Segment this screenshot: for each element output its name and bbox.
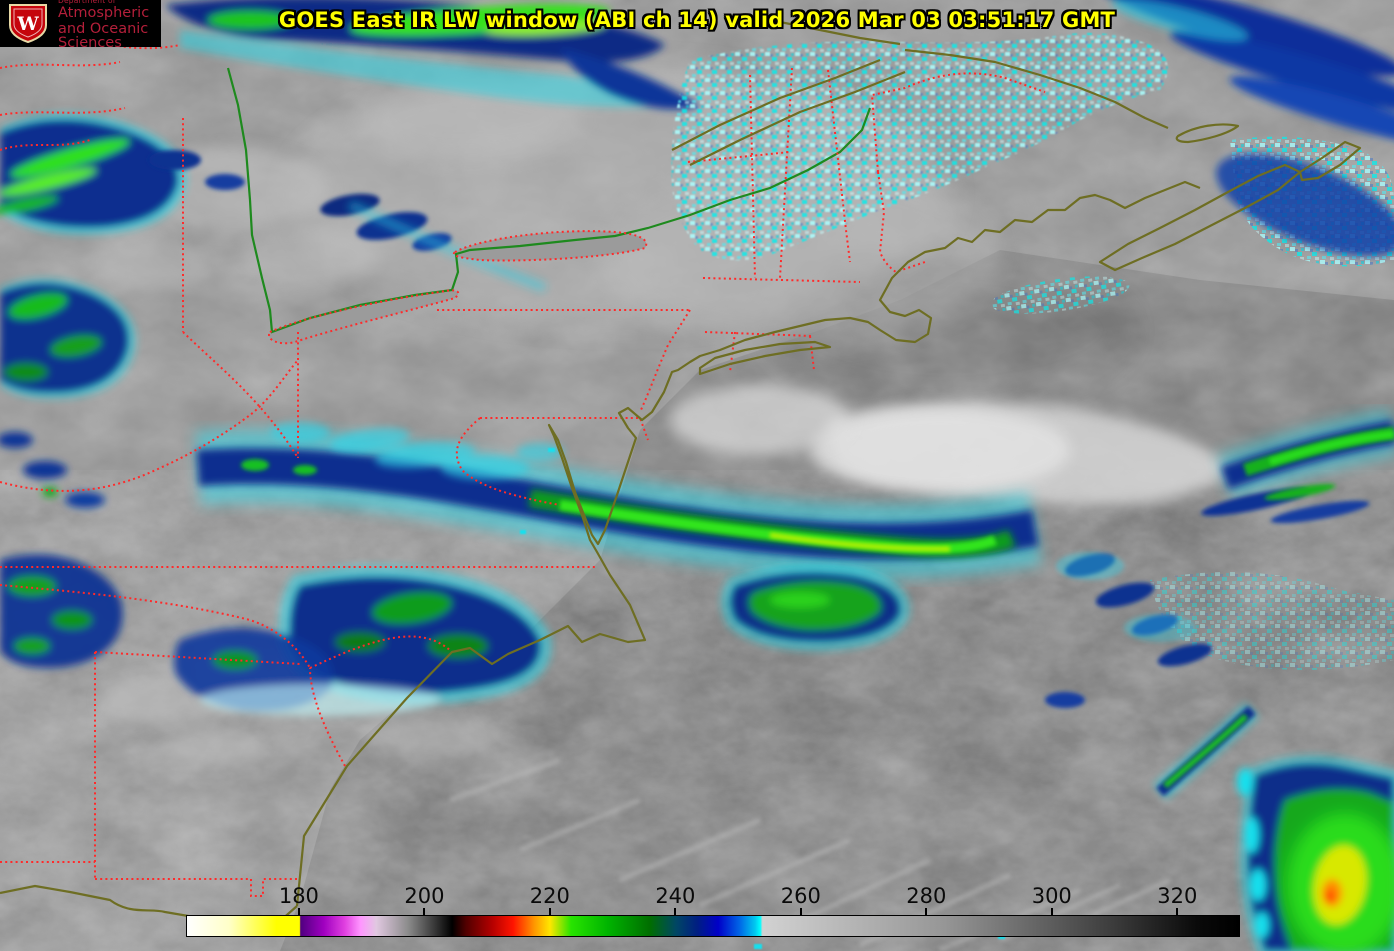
- enhanced-se-streak: [1153, 702, 1259, 800]
- logo-box: W Department of Atmospheric and Oceanic …: [0, 0, 161, 50]
- colorbar-tick-label: 320: [1157, 884, 1198, 908]
- canada-border: [226, 67, 872, 334]
- image-title: GOES East IR LW window (ABI ch 14) valid…: [278, 8, 1116, 32]
- colorbar: 180 200 220 240 260 280 300 320: [186, 884, 1240, 940]
- enhanced-storm-bottomright: [1237, 755, 1394, 951]
- colorbar-tick-label: 180: [278, 884, 319, 908]
- coast-stlawrence-south: [689, 70, 906, 166]
- uw-crest-icon: W: [9, 4, 47, 44]
- enhanced-right-band: [1201, 408, 1394, 524]
- enhanced-scattered-bits: [1045, 552, 1213, 708]
- enhanced-speckle-quebec: [671, 32, 1168, 261]
- enhanced-speckle-novascotia: [990, 276, 1130, 314]
- enhanced-bits-westny: [149, 150, 547, 293]
- coast-gulf-stlawrence: [904, 48, 1169, 130]
- enhanced-cluster-left: [0, 278, 136, 668]
- colorbar-tick-label: 200: [404, 884, 445, 908]
- state-borders: [0, 19, 1046, 897]
- coast-gaspe: [759, 16, 901, 46]
- colorbar-tick-label: 220: [529, 884, 570, 908]
- enhanced-main-band: [195, 422, 1042, 579]
- coast-stlawrence-north: [671, 58, 881, 151]
- enhanced-speckle-ocean-right: [1150, 572, 1394, 670]
- coast-atlantic: [295, 180, 1201, 907]
- colorbar-labels: 180 200 220 240 260 280 300 320: [186, 884, 1240, 908]
- coast-capebreton: [1298, 140, 1362, 182]
- enhanced-band-top: [165, 0, 700, 110]
- enhanced-south-lobe: [174, 565, 552, 716]
- colorbar-gradient: [186, 915, 1240, 937]
- colorbar-tick-label: 280: [906, 884, 947, 908]
- colorbar-ticks: [186, 908, 1240, 915]
- coast-longisland: [698, 340, 832, 376]
- enhanced-se-blob: [721, 563, 910, 652]
- logo-name-line1: Atmospheric: [58, 5, 150, 21]
- colorbar-tick-label: 240: [655, 884, 696, 908]
- lake-erie: [269, 290, 459, 344]
- enhanced-streaks-topright: [1096, 0, 1394, 257]
- logo-text: Department of Atmospheric and Oceanic Sc…: [58, 0, 161, 51]
- coast-pei: [1175, 123, 1240, 144]
- enhanced-blob-topleft: [0, 113, 187, 235]
- logo-department-line: Department of: [58, 0, 116, 5]
- crest-letter: W: [16, 13, 39, 35]
- logo-name-line2: and Oceanic Sciences: [58, 20, 149, 51]
- cloud-layer: [90, 65, 1230, 951]
- colorbar-tick-label: 260: [780, 884, 821, 908]
- colorbar-tick-label: 300: [1031, 884, 1072, 908]
